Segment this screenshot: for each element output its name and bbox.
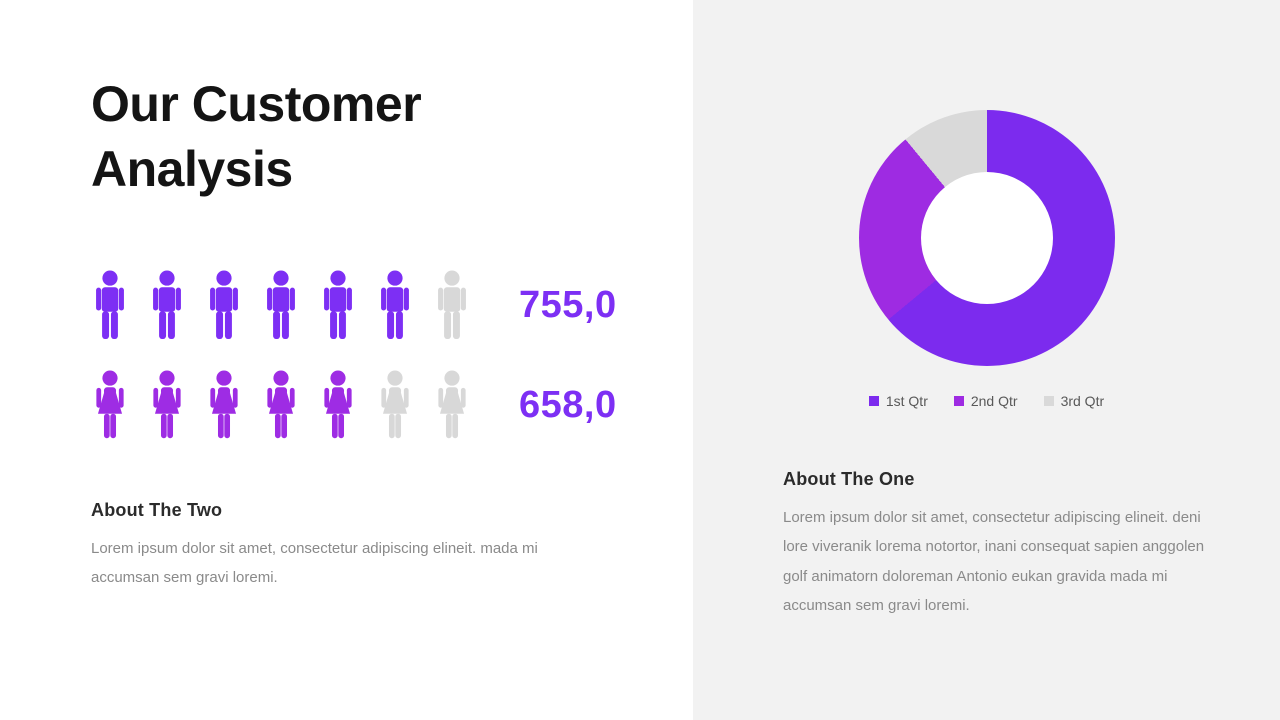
legend-label-1st-qtr: 1st Qtr [885,393,928,409]
female-person-icon [262,368,300,442]
title-line-2: Analysis [91,141,293,197]
legend-label-2nd-qtr: 2nd Qtr [970,393,1018,409]
right-panel: 1st Qtr 2nd Qtr 3rd Qtr About The One Lo… [693,0,1280,720]
pictograph-row-female: 658,0 [91,368,693,442]
legend-swatch-2nd-qtr [953,396,964,406]
male-person-icon [148,268,186,342]
legend-swatch-1st-qtr [868,396,879,406]
female-person-icon [376,368,414,442]
donut-hole [920,172,1053,304]
title-line-1: Our Customer [91,76,422,132]
about-two-block: About The Two Lorem ipsum dolor sit amet… [91,500,561,593]
about-one-block: About The One Lorem ipsum dolor sit amet… [783,469,1215,620]
chart-legend: 1st Qtr 2nd Qtr 3rd Qtr [693,393,1280,409]
donut-chart [858,110,1115,366]
about-one-heading: About The One [783,469,915,489]
female-person-icon [319,368,357,442]
pictograph-row-male: 755,0 [91,268,693,342]
male-person-icon [91,268,129,342]
female-person-icon [91,368,129,442]
male-person-icon [319,268,357,342]
male-person-icon [205,268,243,342]
legend-item-3rd-qtr: 3rd Qtr [1043,393,1105,409]
male-person-icon [262,268,300,342]
female-icons-strip [91,368,471,442]
about-one-body: Lorem ipsum dolor sit amet, consectetur … [783,509,1205,614]
pictograph-chart: 755,0 658,0 [91,268,693,442]
female-person-icon [433,368,471,442]
legend-item-2nd-qtr: 2nd Qtr [953,393,1018,409]
female-person-icon [205,368,243,442]
male-icons-strip [91,268,471,342]
page-title: Our Customer Analysis [91,72,693,202]
legend-label-3rd-qtr: 3rd Qtr [1060,393,1105,409]
legend-item-1st-qtr: 1st Qtr [868,393,928,409]
female-value: 658,0 [519,383,617,426]
male-person-icon [376,268,414,342]
left-panel: Our Customer Analysis 755,0 658,0 About … [91,72,693,593]
legend-swatch-3rd-qtr [1043,396,1054,406]
about-two-heading: About The Two [91,500,223,520]
female-person-icon [148,368,186,442]
male-value: 755,0 [519,283,617,326]
male-person-icon [433,268,471,342]
about-two-body: Lorem ipsum dolor sit amet, consectetur … [91,540,538,587]
